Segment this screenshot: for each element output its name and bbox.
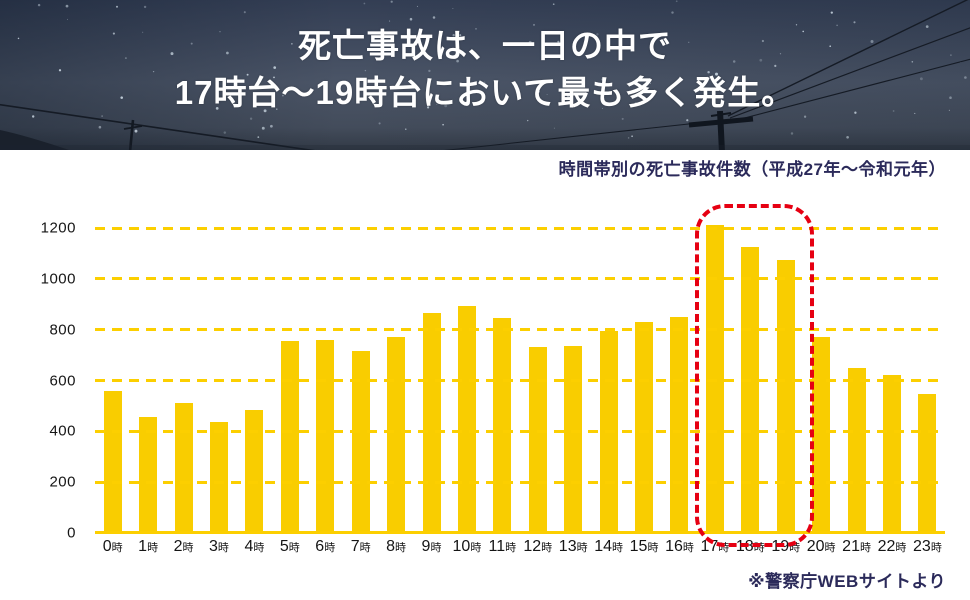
bar-slot [874, 228, 909, 533]
x-tick-label: 23時 [913, 538, 942, 555]
gridline [95, 480, 945, 484]
bar-slot [378, 228, 413, 533]
bar-slot [130, 228, 165, 533]
x-tick-label: 13時 [558, 538, 588, 555]
header-banner: 死亡事故は、一日の中で 17時台〜19時台において最も多く発生。 [0, 0, 970, 150]
ground-shadow [0, 145, 970, 150]
x-tick-label: 4時 [244, 538, 265, 555]
bar-16時 [670, 316, 689, 533]
x-tick-label: 20時 [806, 538, 836, 555]
x-tick-label: 7時 [350, 538, 371, 555]
bar-slot [662, 228, 697, 533]
x-tick-label: 11時 [488, 538, 517, 555]
headline: 死亡事故は、一日の中で 17時台〜19時台において最も多く発生。 [0, 22, 970, 116]
x-tick-label: 2時 [173, 538, 194, 555]
y-tick-label: 0 [67, 524, 76, 542]
x-tick-label: 22時 [877, 538, 907, 555]
bar-1時 [139, 417, 158, 533]
bar-slot [803, 228, 838, 533]
bar-19時 [776, 259, 795, 533]
x-tick-label: 8時 [386, 538, 407, 555]
bar-9時 [422, 313, 441, 533]
x-tick-label: 0時 [102, 538, 123, 555]
y-axis: 0 200 400 600 800 1000 1200 [28, 220, 86, 542]
source-note: ※警察庁WEBサイトより [748, 572, 946, 591]
bar-10時 [457, 305, 476, 533]
bar-slot [910, 228, 945, 533]
bar-23時 [918, 394, 937, 533]
bar-15時 [635, 322, 654, 533]
highlight-box [694, 204, 814, 547]
bar-11時 [493, 318, 512, 533]
bar-slot [95, 228, 130, 533]
x-axis: 0時 1時 2時 3時 4時 5時 6時 7時 8時 9時 10時 11時 12時 13時 14時 15時 16… [95, 538, 945, 556]
bar-slot [626, 228, 661, 533]
bar-slot [555, 228, 590, 533]
utility-pole-left [123, 119, 143, 150]
bar-6時 [316, 339, 335, 533]
x-tick-label: 16時 [665, 538, 694, 555]
x-tick-label: 6時 [315, 538, 336, 555]
headline-line1: 死亡事故は、一日の中で [298, 27, 672, 64]
bar-18時 [741, 247, 760, 533]
chart-subtitle: 時間帯別の死亡事故件数（平成27年〜令和元年） [558, 160, 946, 179]
bar-slot [768, 228, 803, 533]
bar-7時 [351, 351, 370, 533]
gridline [95, 379, 945, 382]
bar-3時 [209, 422, 228, 533]
y-tick-label: 600 [49, 372, 76, 389]
utility-pole-right [688, 110, 754, 150]
bar-slot [485, 228, 520, 533]
bar-slot [201, 228, 236, 533]
x-tick-label: 5時 [279, 538, 300, 555]
bar-slot [839, 228, 874, 533]
bar-slot [733, 228, 768, 533]
x-tick-label: 15時 [629, 538, 659, 555]
x-tick-label: 21時 [842, 538, 871, 555]
x-tick-label: 3時 [209, 538, 229, 555]
bar-22時 [882, 375, 901, 533]
y-tick-label: 800 [49, 321, 76, 339]
bar-slot [308, 228, 343, 533]
bar-21時 [847, 367, 866, 533]
bar-5時 [280, 341, 299, 533]
bar-12時 [528, 347, 547, 533]
bar-8時 [387, 337, 406, 533]
y-tick-label: 400 [49, 422, 76, 440]
x-tick-label: 9時 [421, 538, 442, 555]
bar-4時 [245, 409, 264, 533]
x-tick-label: 10時 [452, 538, 482, 555]
gridline [95, 429, 945, 433]
bar-0時 [103, 390, 122, 533]
bar-2時 [174, 403, 193, 533]
hill-silhouette [0, 130, 70, 150]
night-sky-image [0, 0, 970, 150]
gridline [95, 226, 945, 230]
gridline [95, 277, 945, 281]
x-tick-label: 1時 [138, 538, 159, 555]
gridline [95, 328, 945, 332]
power-lines [0, 0, 970, 150]
y-tick-label: 200 [49, 473, 76, 491]
bar-slot [272, 228, 307, 533]
x-tick-label: 12時 [523, 538, 553, 555]
headline-line2: 17時台〜19時台において最も多く発生。 [174, 74, 796, 111]
bar-13時 [564, 346, 583, 533]
bar-slot [449, 228, 484, 533]
x-tick-label: 14時 [594, 538, 624, 555]
bar-slot [166, 228, 201, 533]
bar-20時 [812, 337, 831, 533]
plot-area [95, 204, 945, 547]
bar-slot [237, 228, 272, 533]
x-axis-baseline [95, 531, 945, 534]
y-tick-label: 1000 [40, 270, 76, 288]
y-tick-label: 1200 [40, 219, 76, 237]
bar-slot [520, 228, 555, 533]
bar-slot [343, 228, 378, 533]
bar-slot [414, 228, 449, 533]
